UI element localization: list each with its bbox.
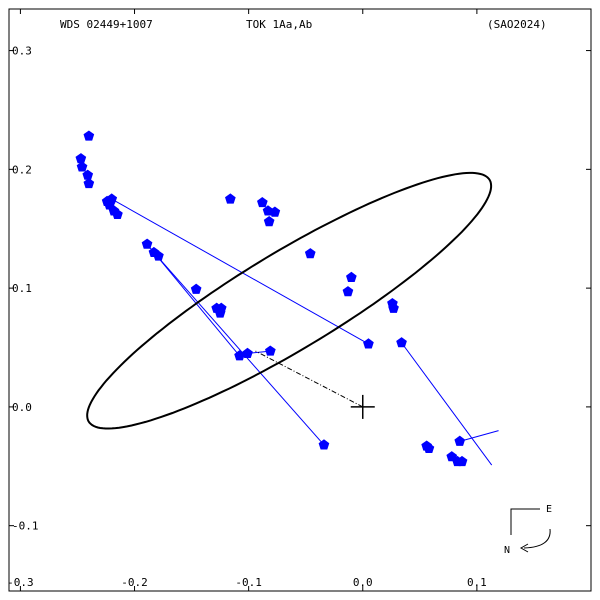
observation-point (269, 206, 281, 217)
observation-point (153, 250, 164, 261)
observation-point (456, 455, 468, 467)
header-star-id: WDS 02449+1007 (60, 18, 153, 31)
compass-east-label: E (546, 504, 552, 515)
observation-point (346, 271, 357, 282)
residual-line (401, 342, 493, 466)
x-tick-label: -0.3 (7, 576, 34, 589)
y-tick-label: 0.0 (12, 401, 32, 414)
observation-point (76, 161, 88, 172)
observation-point (82, 169, 94, 180)
observation-point (454, 435, 466, 446)
observation-point (388, 302, 399, 313)
observation-point (83, 130, 95, 141)
observations (75, 130, 468, 467)
observation-point (304, 248, 316, 259)
compass-north-label: N (504, 545, 510, 556)
x-tick-label: -0.1 (235, 576, 262, 589)
observation-point (265, 345, 276, 356)
observation-point (342, 286, 354, 297)
observation-point (141, 238, 153, 249)
x-tick-label: 0.1 (467, 576, 487, 589)
observation-point (215, 302, 227, 313)
observation-point (75, 153, 87, 164)
orbit-curve-group (86, 171, 493, 430)
y-tick-label: 0.3 (12, 45, 32, 58)
residual-line (111, 198, 369, 345)
observation-point (225, 193, 236, 204)
axis-ticks: -0.3 -0.2 -0.1 0.0 0.1 0.3 0.2 0.1 0.0 -0.1 (7, 9, 591, 591)
y-tick-label: -0.1 (12, 520, 39, 533)
orbit-ellipse (86, 171, 493, 430)
x-tick-label: 0.0 (353, 576, 373, 589)
observation-point (318, 439, 330, 450)
observation-point (396, 337, 407, 348)
residual-lines (111, 198, 499, 466)
header-reference: (SAO2024) (487, 18, 547, 31)
y-tick-label: 0.1 (12, 282, 32, 295)
primary-star-marker (350, 394, 375, 419)
observation-point (263, 215, 275, 227)
x-tick-label: -0.2 (121, 576, 148, 589)
header-system-name: TOK 1Aa,Ab (246, 18, 312, 31)
observation-point (257, 196, 268, 208)
observation-point (423, 442, 435, 453)
observation-point (363, 338, 374, 349)
observation-point (190, 283, 202, 294)
line-of-nodes (255, 350, 363, 408)
residual-line (459, 430, 499, 442)
observation-point (106, 193, 118, 204)
observation-point (242, 347, 253, 358)
plot-frame (8, 8, 592, 592)
observation-point (83, 177, 95, 189)
observation-point (112, 208, 123, 219)
residual-line (153, 252, 325, 446)
compass-icon: E N (504, 504, 552, 556)
y-tick-label: 0.2 (12, 163, 32, 176)
